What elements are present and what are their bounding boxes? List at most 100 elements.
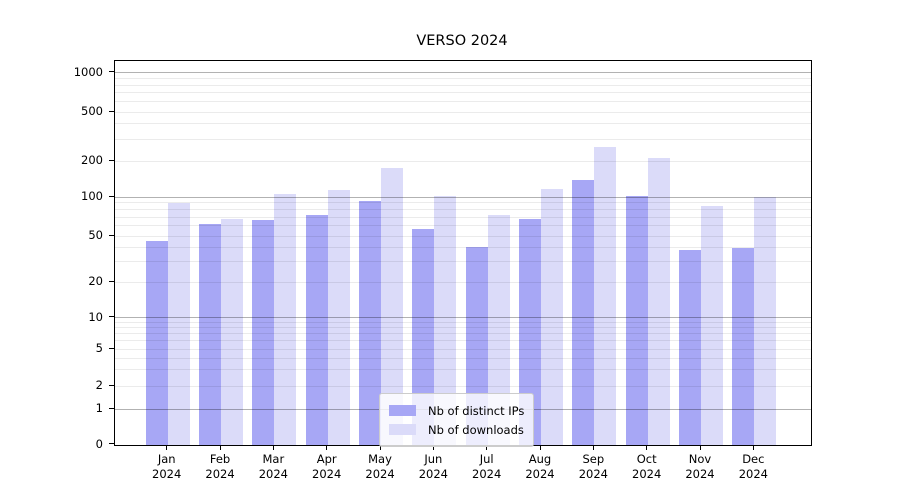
y-tick-mark-20 — [109, 280, 114, 282]
gridline-minor-30 — [115, 261, 811, 263]
y-tick-label: 500 — [81, 104, 103, 118]
y-tick-mark-2 — [109, 384, 114, 386]
legend-item-downloads: Nb of downloads — [389, 420, 524, 439]
x-tick-mark — [699, 445, 701, 450]
bar-downloads-dec — [754, 197, 777, 445]
y-tick-label: 2 — [95, 378, 103, 392]
gridline-minor-2 — [115, 385, 811, 387]
x-tick-mark — [752, 445, 755, 450]
bar-downloads-apr — [327, 189, 350, 445]
gridline-minor-900 — [115, 78, 811, 80]
y-tick-label: 100 — [81, 189, 103, 203]
x-tick-month: Dec — [742, 452, 765, 466]
y-tick-mark-50 — [109, 234, 114, 236]
gridline-major-10 — [115, 317, 811, 319]
x-tick-month: Nov — [688, 452, 712, 466]
bars-layer — [115, 61, 811, 445]
x-tick-year: 2024 — [578, 467, 608, 481]
x-tick-mark — [272, 445, 275, 450]
x-tick-year: 2024 — [205, 467, 235, 481]
bar-downloads-sep — [594, 146, 617, 445]
y-tick-mark-0 — [109, 443, 114, 445]
x-tick-mark — [592, 445, 595, 450]
legend-label-ips: Nb of distinct IPs — [428, 403, 525, 418]
x-tick-mark — [432, 445, 435, 450]
x-tick-label: Jul 2024 — [457, 452, 517, 482]
bar-ips-may — [359, 201, 382, 445]
x-tick-mark — [379, 445, 381, 450]
gridline-minor-20 — [115, 281, 811, 283]
y-tick-mark-500 — [109, 110, 114, 112]
x-tick-year: 2024 — [472, 467, 502, 481]
x-tick-month: Jan — [157, 452, 176, 466]
x-tick-year: 2024 — [312, 467, 342, 481]
x-tick-label: Oct 2024 — [617, 452, 677, 482]
bar-downloads-jan — [167, 202, 190, 445]
y-tick-mark-200 — [109, 159, 114, 161]
x-tick-month: May — [368, 452, 392, 466]
y-tick-label: 200 — [81, 153, 103, 167]
bar-downloads-mar — [274, 194, 297, 445]
y-tick-label: 1 — [95, 401, 103, 416]
x-tick-year: 2024 — [418, 467, 448, 481]
gridline-minor-500 — [115, 111, 811, 113]
gridline-minor-400 — [115, 123, 811, 125]
x-tick-year: 2024 — [632, 467, 662, 481]
legend: Nb of distinct IPs Nb of downloads — [379, 393, 535, 447]
legend-swatch-ips — [389, 405, 416, 416]
gridline-major-100 — [115, 196, 811, 198]
x-tick-month: Jul — [479, 452, 494, 466]
x-tick-label: Aug 2024 — [510, 452, 570, 482]
x-tick-year: 2024 — [152, 467, 182, 481]
gridline-minor-200 — [115, 160, 811, 162]
x-tick-month: Feb — [209, 452, 231, 466]
x-tick-label: Apr 2024 — [297, 452, 357, 482]
legend-swatch-downloads — [389, 424, 416, 435]
bar-downloads-oct — [647, 158, 670, 445]
y-tick-mark-100 — [109, 195, 114, 197]
y-tick-label: 5 — [95, 341, 103, 356]
x-tick-month: Sep — [582, 452, 605, 466]
gridline-minor-800 — [115, 84, 811, 86]
x-tick-label: Feb 2024 — [190, 452, 250, 482]
gridline-minor-700 — [115, 92, 811, 94]
grid-layer — [115, 61, 811, 445]
gridline-minor-7 — [115, 333, 811, 335]
y-tick-label: 10 — [88, 309, 103, 324]
x-tick-year: 2024 — [365, 467, 395, 481]
gridline-minor-90 — [115, 202, 811, 204]
y-tick-mark-10 — [109, 316, 114, 318]
gridline-minor-300 — [115, 138, 811, 140]
x-tick-year: 2024 — [685, 467, 715, 481]
gridline-minor-70 — [115, 216, 811, 218]
bar-ips-oct — [625, 195, 648, 445]
x-tick-month: Apr — [316, 452, 337, 466]
bar-ips-mar — [252, 220, 275, 445]
bar-ips-dec — [732, 248, 755, 445]
gridline-minor-60 — [115, 225, 811, 227]
gridline-minor-6 — [115, 340, 811, 342]
x-tick-month: Mar — [262, 452, 285, 466]
x-tick-mark — [219, 445, 221, 450]
bar-ips-nov — [679, 249, 701, 445]
x-tick-label: Sep 2024 — [563, 452, 623, 482]
x-tick-year: 2024 — [258, 467, 288, 481]
gridline-minor-50 — [115, 235, 811, 237]
gridline-minor-4 — [115, 357, 811, 359]
x-tick-mark — [486, 445, 488, 450]
x-tick-label: May 2024 — [350, 452, 410, 482]
x-tick-label: Dec 2024 — [723, 452, 783, 482]
legend-item-distinct-ips: Nb of distinct IPs — [389, 401, 524, 420]
bar-ips-feb — [199, 223, 222, 445]
x-tick-mark — [326, 445, 328, 450]
y-tick-label: 20 — [88, 274, 103, 288]
x-tick-month: Aug — [528, 452, 552, 466]
bar-ips-sep — [572, 179, 595, 445]
x-tick-mark — [166, 445, 168, 450]
x-tick-mark — [646, 445, 648, 450]
x-tick-mark — [539, 445, 541, 450]
y-tick-mark-1 — [109, 407, 114, 409]
gridline-minor-600 — [115, 101, 811, 103]
bar-ips-apr — [305, 215, 328, 445]
